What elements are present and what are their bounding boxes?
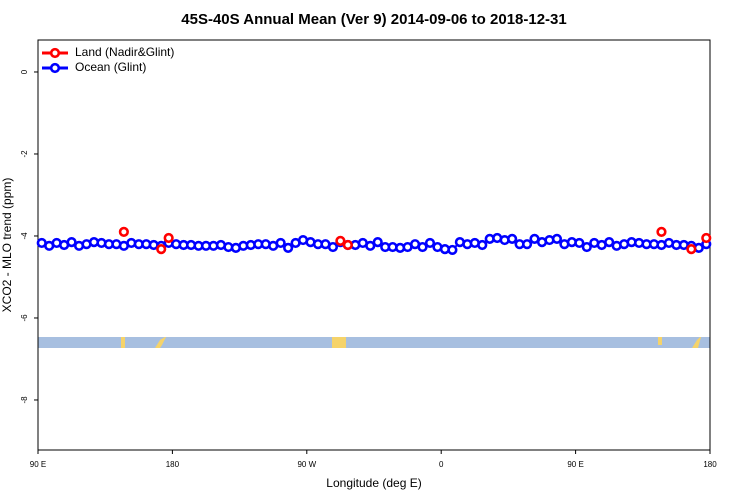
data-point: [521, 239, 533, 250]
y-tick-label: -6: [20, 314, 29, 322]
data-point: [551, 233, 563, 244]
x-tick-label: 90 E: [30, 460, 46, 469]
data-point: [335, 235, 346, 246]
data-point: [66, 237, 77, 248]
data-point: [275, 237, 286, 249]
y-axis-label: XCO2 - MLO trend (ppm): [0, 178, 14, 313]
data-point: [424, 237, 436, 249]
data-point: [686, 244, 697, 255]
y-tick-label: 0: [20, 69, 29, 74]
land-patch: [692, 337, 701, 348]
legend-label: Ocean (Glint): [75, 60, 146, 74]
ocean-band: [38, 337, 710, 348]
data-point: [656, 226, 667, 237]
legend-label: Land (Nadir&Glint): [75, 45, 174, 59]
data-point: [372, 237, 383, 248]
x-tick-label: 180: [703, 460, 717, 469]
land-patch: [658, 337, 662, 345]
data-point: [574, 237, 585, 249]
data-point: [342, 239, 353, 251]
data-point: [283, 242, 294, 253]
chart-title: 45S-40S Annual Mean (Ver 9) 2014-09-06 t…: [181, 11, 566, 28]
x-tick-label: 180: [166, 460, 180, 469]
land-patch: [121, 337, 125, 348]
land-patch: [332, 337, 346, 348]
data-point: [447, 244, 458, 256]
y-tick-label: -4: [20, 232, 29, 240]
x-axis-label: Longitude (deg E): [326, 476, 421, 490]
data-point: [477, 239, 488, 251]
data-point: [604, 237, 615, 248]
data-point: [327, 241, 339, 253]
x-tick-label: 90 W: [297, 460, 316, 469]
legend-marker: [49, 62, 61, 74]
data-point: [701, 232, 712, 244]
land-patch: [155, 337, 166, 348]
x-tick-label: 90 E: [567, 460, 583, 469]
legend-marker: [49, 47, 61, 59]
y-tick-label: -8: [20, 396, 29, 404]
y-tick-label: -2: [20, 150, 29, 158]
data-point: [507, 233, 518, 244]
data-point: [156, 244, 167, 255]
data-point: [581, 241, 592, 253]
data-point: [118, 226, 129, 237]
data-point: [365, 240, 376, 251]
surface-mask: [38, 337, 710, 348]
data-point: [163, 232, 174, 244]
data-point: [417, 241, 428, 253]
x-tick-label: 0: [439, 460, 444, 469]
